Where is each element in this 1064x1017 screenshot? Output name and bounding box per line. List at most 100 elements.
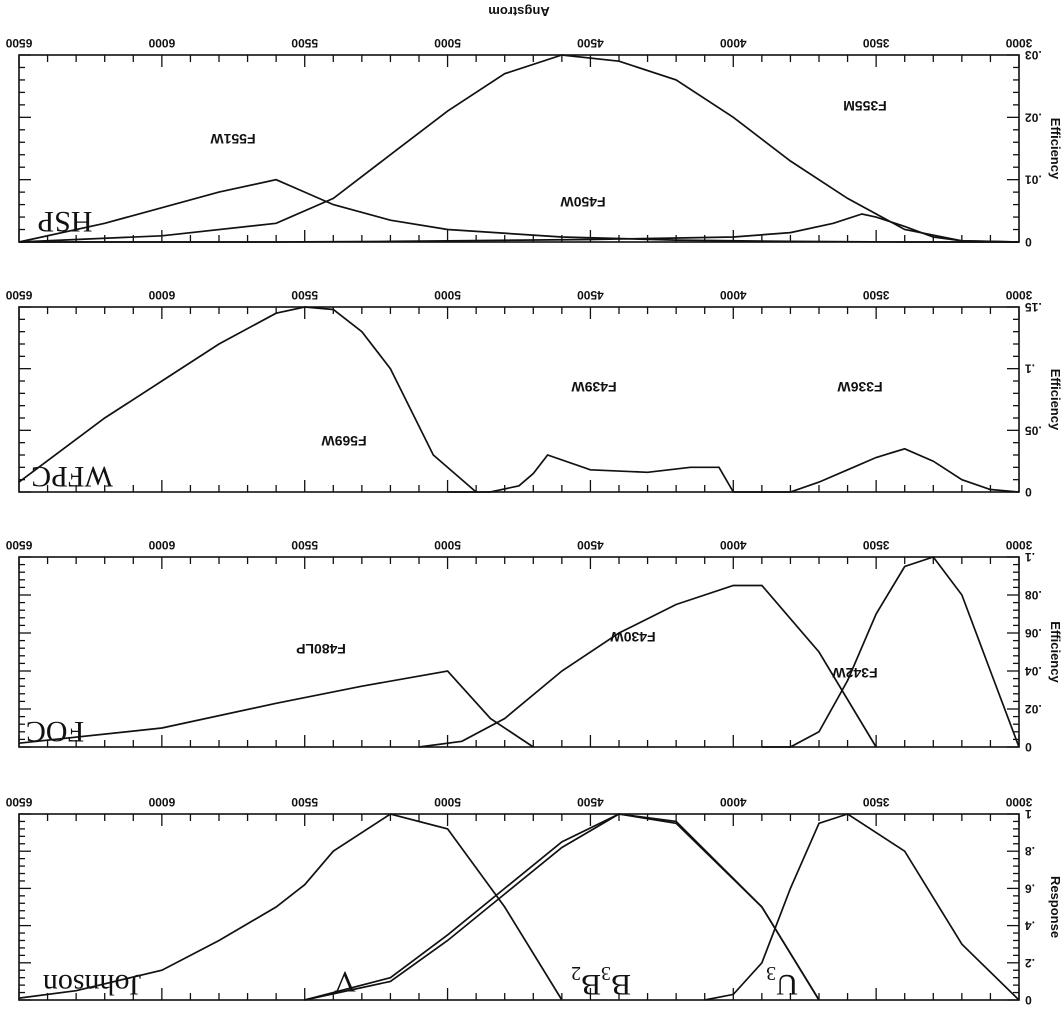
y-tick-label: .15 [1025,300,1042,314]
plot-frame [18,54,1020,243]
y-tick-label: .05 [1025,423,1042,437]
y-tick-label: 1 [1025,807,1032,821]
x-tick-label: 6500 [5,36,32,50]
series-label-f439w: F439W [571,379,617,395]
series-line-v [18,813,563,1001]
band-label-b3b2: B3B2 [571,962,631,1001]
panel-name-johnson: Johnson [43,968,141,1001]
x-tick-label: 6500 [5,288,32,302]
y-tick-label: 0 [1025,235,1032,249]
x-tick-label: 6500 [5,795,32,809]
x-axis-title: Angstrom [488,4,549,19]
x-tick-label: 6000 [148,36,175,50]
x-tick-label: 3500 [862,288,889,302]
x-tick-label: 6500 [5,538,32,552]
x-tick-label: 3000 [1005,538,1032,552]
y-tick-label: .04 [1025,664,1042,678]
x-tick-label: 4500 [577,36,604,50]
panel-hsp: 3000 3500 4000 4500 5000 5500 6000 6500 0 .01 .02.… [5,36,1063,249]
series-line-f450w [18,54,1020,243]
y-tick-label: 0 [1025,740,1032,754]
y-tick-label: 0 [1025,993,1032,1007]
y-tick-label: .01 [1025,173,1042,187]
series-line-f480lp [18,670,534,748]
x-tick-label: 3000 [1005,36,1032,50]
series-label-f355m: F355M [843,98,887,114]
panel-johnson: 3000 3500 4000 4500 5000 5500 6000 6500 0 .2 .4 .6.… [5,795,1063,1007]
series-line-b2 [304,813,820,1001]
band-subscript: 3 [766,962,776,984]
y-tick-label: .1 [1025,550,1035,564]
y-tick-label: .02 [1025,110,1042,124]
y-tick-label: .1 [1025,362,1035,376]
x-tick-label: 6000 [148,538,175,552]
x-tick-label: 4500 [577,795,604,809]
x-tick-label: 5500 [291,538,318,552]
x-tick-label: 6000 [148,288,175,302]
x-tick-label: 5000 [434,538,461,552]
band-label-u3: U3 [766,962,798,1001]
x-tick-label: 6000 [148,795,175,809]
series-label-f430w: F430W [610,629,656,645]
y-tick-label: .08 [1025,588,1042,602]
y-tick-label: .02 [1025,702,1042,716]
series-line-f355m [19,213,1020,243]
band-subscript: 3 [601,962,611,984]
y-tick-label: .8 [1025,844,1035,858]
x-tick-label: 5000 [434,36,461,50]
plot-frame [18,813,1020,1001]
series-line-f569w [18,306,477,493]
y-tick-label: .03 [1025,48,1042,62]
x-tick-label: 4000 [720,288,747,302]
series-label-f569w: F569W [321,433,367,449]
x-tick-label: 4500 [577,288,604,302]
y-axis-title: Efficiency [1048,369,1063,431]
x-tick-label: 5000 [434,288,461,302]
x-tick-label: 3000 [1005,795,1032,809]
panel-foc: 3000 3500 4000 4500 5000 5500 6000 6500 0 .02 .04.… [5,538,1063,754]
x-tick-label: 5500 [291,36,318,50]
band-letter: B [581,968,601,1001]
y-axis-title: Efficiency [1048,118,1063,180]
panel-name-hsp: HSP [37,205,92,238]
band-letter: U [776,968,798,1001]
x-tick-label: 3000 [1005,288,1032,302]
panel-name-foc: FOC [26,715,84,748]
series-line-u3 [704,813,1020,1001]
x-tick-label: 5000 [434,795,461,809]
y-tick-label: .6 [1025,881,1035,895]
plot-frame [18,306,1020,493]
y-tick-label: .4 [1025,919,1035,933]
panel-name-wfpc: WFPC [31,460,113,493]
panel-wfpc: 3000 3500 4000 4500 5000 5500 6000 6500 0 .05 .1 .1… [5,288,1063,499]
y-axis-title: Response [1048,876,1063,938]
plot-frame [18,556,1020,748]
x-tick-label: 3500 [862,538,889,552]
y-axis-title: Efficiency [1048,621,1063,683]
x-tick-label: 3500 [862,795,889,809]
y-tick-label: .2 [1025,956,1035,970]
series-label-f480lp: F480LP [296,641,346,657]
x-tick-label: 4000 [720,795,747,809]
x-tick-label: 5500 [291,288,318,302]
x-tick-label: 3500 [862,36,889,50]
series-line-f336w [733,447,1020,493]
series-label-f336w: F336W [837,379,883,395]
series-line-f342w [761,556,1020,748]
series-line-f551w [18,178,1019,243]
x-tick-label: 4000 [720,538,747,552]
y-tick-label: 0 [1025,485,1032,499]
x-tick-label: 5500 [291,795,318,809]
series-label-f551w: F551W [210,131,256,147]
x-tick-label: 4000 [720,36,747,50]
series-label-f342w: F342W [832,665,878,681]
series-line-b3 [304,813,820,1001]
y-tick-label: .06 [1025,626,1042,640]
panels-group: 300035004000450050005500600065000.2.4.6.… [5,36,1063,1007]
band-label-v: V [334,965,356,998]
series-line-f439w [447,453,735,493]
series-label-f450w: F450W [560,194,606,210]
x-tick-label: 4500 [577,538,604,552]
